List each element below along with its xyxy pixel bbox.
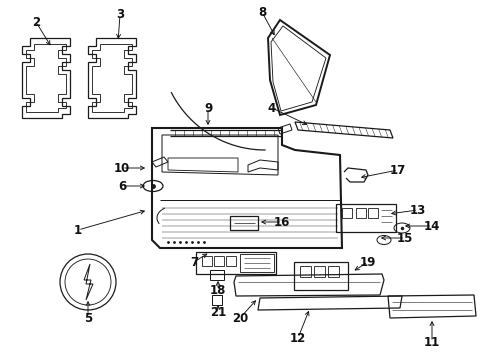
Text: 15: 15 — [397, 231, 413, 244]
Text: 17: 17 — [390, 163, 406, 176]
Text: 13: 13 — [410, 203, 426, 216]
Text: 19: 19 — [360, 256, 376, 269]
Text: 1: 1 — [74, 224, 82, 237]
Text: 4: 4 — [268, 102, 276, 114]
Text: 5: 5 — [84, 311, 92, 324]
Text: 11: 11 — [424, 336, 440, 348]
Text: 7: 7 — [190, 256, 198, 269]
Text: 12: 12 — [290, 332, 306, 345]
Text: 9: 9 — [204, 102, 212, 114]
Text: 16: 16 — [274, 216, 290, 229]
Text: 6: 6 — [118, 180, 126, 193]
Text: 18: 18 — [210, 284, 226, 297]
Text: 2: 2 — [32, 15, 40, 28]
Text: 20: 20 — [232, 311, 248, 324]
Text: 3: 3 — [116, 9, 124, 22]
Text: 8: 8 — [258, 5, 266, 18]
Text: 10: 10 — [114, 162, 130, 175]
Text: 14: 14 — [424, 220, 440, 233]
Text: 21: 21 — [210, 306, 226, 319]
